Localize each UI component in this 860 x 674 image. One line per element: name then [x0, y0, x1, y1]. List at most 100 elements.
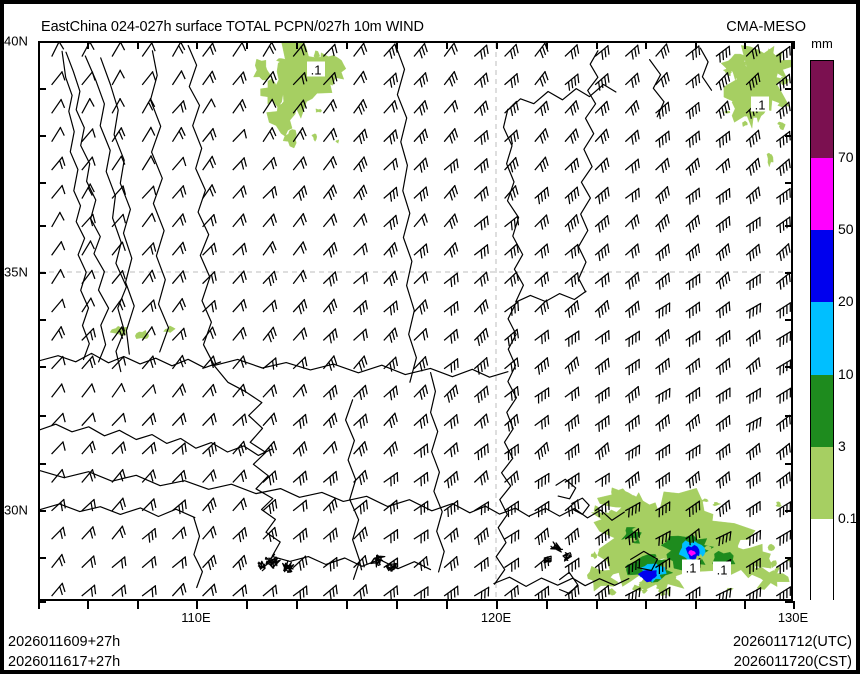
- wind-barb: [51, 43, 65, 57]
- contour-label-bg: [682, 559, 700, 575]
- wind-barb: [685, 101, 701, 120]
- wind-barb: [715, 243, 731, 262]
- wind-barb: [624, 528, 640, 546]
- border-line: [61, 50, 90, 361]
- wind-barb: [353, 299, 368, 316]
- y-tick-right: [785, 601, 793, 603]
- wind-barb: [292, 499, 308, 512]
- wind-barb: [81, 555, 97, 569]
- precip-speckle: [742, 120, 748, 127]
- wind-barb: [504, 328, 520, 347]
- wind-barb: [202, 43, 217, 57]
- precip-speckle: [654, 555, 663, 561]
- wind-barb: [141, 242, 157, 256]
- wind-barb: [473, 271, 489, 287]
- wind-barb: [775, 272, 791, 290]
- wind-barb: [624, 385, 640, 404]
- wind-barb: [715, 471, 731, 489]
- wind-barb: [564, 472, 580, 489]
- wind-barb: [564, 73, 580, 91]
- x-tick: [496, 601, 498, 609]
- border-line: [395, 44, 417, 383]
- wind-barb: [51, 98, 66, 114]
- wind-barb: [745, 329, 761, 347]
- x-tick: [38, 601, 40, 609]
- x-tick-top: [246, 41, 248, 49]
- wind-barb: [202, 213, 217, 228]
- init-time-utc: 2026011609+27h: [8, 634, 121, 650]
- precip-speckle: [313, 50, 321, 59]
- wind-barb: [745, 557, 762, 575]
- wind-barb: [202, 299, 217, 313]
- wind-barb: [171, 185, 187, 199]
- wind-barb: [111, 441, 127, 455]
- wind-barb: [262, 213, 277, 228]
- precip-speckle: [770, 560, 777, 569]
- contour-label: .1: [311, 63, 322, 78]
- x-tick-top: [296, 41, 298, 49]
- wind-barb: [443, 300, 459, 316]
- wind-barb: [624, 129, 640, 145]
- wind-barb: [292, 269, 307, 285]
- precip-speckle: [773, 67, 781, 73]
- wind-barb: [564, 128, 579, 144]
- y-tick: [38, 41, 46, 43]
- wind-barb: [775, 442, 791, 461]
- wind-barb: [655, 157, 670, 173]
- wind-barb: [534, 186, 550, 205]
- wind-barb: [624, 444, 641, 461]
- y-tick-right: [785, 88, 793, 90]
- wind-barb: [81, 498, 97, 512]
- wind-barb: [81, 269, 96, 285]
- wind-barb: [232, 185, 247, 199]
- wind-barb: [715, 499, 731, 517]
- wind-barb: [655, 302, 671, 319]
- border-line: [180, 437, 273, 456]
- wind-barb: [473, 527, 489, 546]
- wind-barb: [443, 413, 459, 429]
- precip-speckle: [315, 108, 322, 113]
- wind-barb: [655, 530, 671, 546]
- wind-barb: [685, 586, 701, 599]
- wind-barb: [353, 98, 368, 115]
- wind-barb: [534, 156, 549, 173]
- x-tick: [744, 601, 746, 609]
- wind-barb: [383, 99, 398, 114]
- wind-barb: [51, 383, 66, 398]
- wind-barb: [232, 469, 247, 483]
- border-line: [516, 290, 587, 303]
- precip-area-light: [766, 152, 774, 168]
- wind-barb: [594, 186, 610, 205]
- wind-barb: [473, 44, 489, 60]
- wind-barb: [171, 469, 187, 483]
- river-detail: [257, 560, 266, 572]
- wind-barb: [171, 556, 187, 569]
- precip-area-light: [720, 53, 750, 81]
- wind-barb: [745, 529, 762, 546]
- wind-barb: [655, 472, 671, 489]
- wind-barb: [51, 498, 66, 512]
- wind-barb: [413, 243, 429, 259]
- chart-title: EastChina 024-027h surface TOTAL PCPN/02…: [41, 19, 424, 35]
- y-tick-right: [785, 182, 793, 184]
- wind-barb: [413, 128, 429, 145]
- wind-barb: [292, 441, 308, 457]
- wind-barb: [413, 213, 428, 228]
- wind-barb: [111, 326, 126, 341]
- wind-barb: [564, 584, 580, 599]
- wind-barb: [353, 70, 368, 86]
- wind-barb: [322, 355, 338, 371]
- wind-barb: [81, 97, 95, 114]
- precip-speckle: [641, 588, 648, 594]
- wind-barb: [745, 43, 761, 60]
- wind-barb: [594, 556, 610, 574]
- wind-barb: [81, 468, 96, 483]
- wind-barb: [81, 183, 95, 199]
- wind-barb: [111, 43, 126, 57]
- wind-barb: [504, 443, 520, 461]
- wind-barb: [81, 383, 96, 398]
- wind-barb: [322, 556, 338, 572]
- wind-barb: [111, 213, 127, 228]
- wind-barb: [655, 414, 670, 432]
- wind-barb: [171, 156, 187, 171]
